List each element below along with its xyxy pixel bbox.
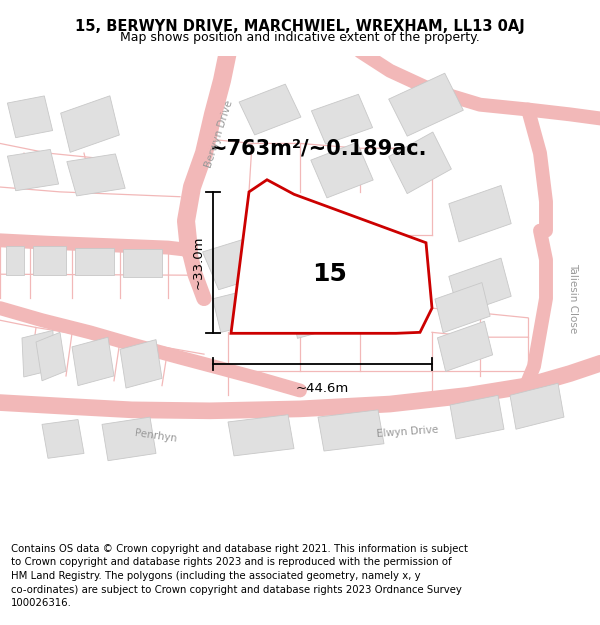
Text: Berwyn Drive: Berwyn Drive (203, 99, 235, 169)
Polygon shape (510, 383, 564, 429)
Polygon shape (7, 149, 59, 191)
Text: Elwyn Drive: Elwyn Drive (377, 424, 439, 439)
Polygon shape (318, 410, 384, 451)
Polygon shape (228, 415, 294, 456)
Polygon shape (36, 332, 66, 381)
Polygon shape (311, 94, 373, 144)
Polygon shape (42, 419, 84, 458)
Polygon shape (75, 248, 114, 275)
Polygon shape (449, 258, 511, 314)
Text: Map shows position and indicative extent of the property.: Map shows position and indicative extent… (120, 31, 480, 44)
Polygon shape (33, 246, 66, 275)
Text: 15, BERWYN DRIVE, MARCHWIEL, WREXHAM, LL13 0AJ: 15, BERWYN DRIVE, MARCHWIEL, WREXHAM, LL… (75, 19, 525, 34)
Polygon shape (437, 321, 493, 371)
Text: Contains OS data © Crown copyright and database right 2021. This information is : Contains OS data © Crown copyright and d… (11, 544, 468, 608)
Polygon shape (311, 142, 373, 198)
Polygon shape (450, 396, 504, 439)
Text: ~33.0m: ~33.0m (191, 236, 205, 289)
Polygon shape (61, 96, 119, 152)
Polygon shape (6, 246, 24, 275)
Polygon shape (102, 417, 156, 461)
Polygon shape (389, 73, 463, 136)
Polygon shape (231, 180, 432, 333)
Polygon shape (203, 239, 259, 290)
Text: Taliesin Close: Taliesin Close (568, 263, 578, 334)
Text: Penrhyn: Penrhyn (134, 429, 178, 444)
Polygon shape (123, 249, 162, 277)
Polygon shape (389, 132, 451, 194)
Polygon shape (435, 282, 490, 332)
Text: ~763m²/~0.189ac.: ~763m²/~0.189ac. (209, 138, 427, 158)
Polygon shape (212, 287, 268, 332)
Polygon shape (67, 154, 125, 196)
Polygon shape (290, 284, 357, 338)
Polygon shape (120, 339, 162, 388)
Text: 15: 15 (313, 262, 347, 286)
Polygon shape (239, 84, 301, 135)
Polygon shape (22, 331, 55, 377)
Polygon shape (7, 96, 53, 138)
Polygon shape (72, 338, 114, 386)
Polygon shape (449, 186, 511, 242)
Text: ~44.6m: ~44.6m (296, 381, 349, 394)
